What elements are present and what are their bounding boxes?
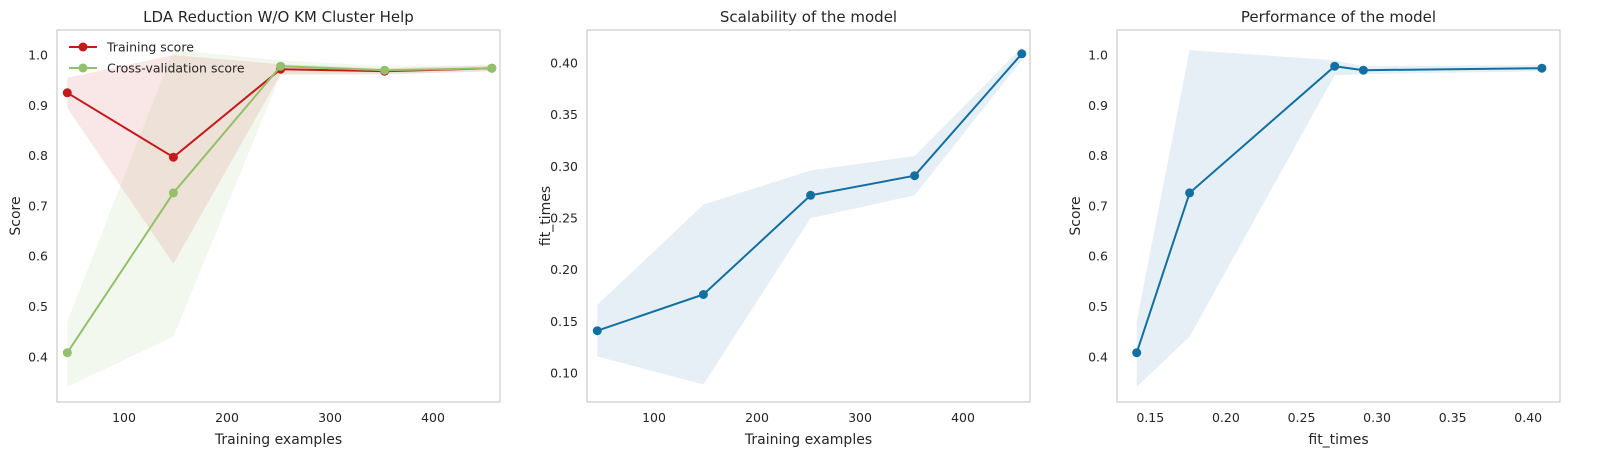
chart-title: Performance of the model: [1241, 8, 1436, 26]
data-point: [592, 326, 602, 336]
y-axis-label: Score: [8, 196, 24, 235]
y-tick-label: 0.7: [28, 198, 48, 213]
x-axis-label: Training examples: [214, 432, 342, 448]
x-tick-label: 100: [112, 410, 136, 425]
x-tick-label: 0.35: [1439, 410, 1467, 425]
axes-frame: [586, 29, 1031, 403]
data-point: [276, 61, 286, 71]
y-tick-label: 0.5: [1088, 299, 1108, 314]
plot-area: [1117, 30, 1560, 402]
data-point: [1537, 63, 1547, 73]
x-tick-label: 0.25: [1288, 410, 1316, 425]
axes-frame: [1116, 29, 1561, 403]
y-tick-label: 0.9: [1088, 98, 1108, 113]
data-point: [698, 290, 708, 299]
legend-label: Training score: [106, 40, 194, 55]
y-tick-label: 0.20: [550, 262, 578, 277]
data-point: [1330, 61, 1340, 71]
data-point: [1185, 188, 1195, 198]
confidence-band-1: [1136, 50, 1542, 387]
x-tick-label: 300: [318, 410, 342, 425]
legend: Training score Cross-validation score: [69, 40, 245, 76]
plot-content: [1132, 50, 1547, 387]
data-point: [168, 152, 178, 162]
y-tick-label: 1.0: [1088, 48, 1108, 63]
data-point: [62, 348, 72, 358]
y-tick-label: 0.8: [1088, 148, 1108, 163]
data-point: [62, 88, 72, 98]
x-tick-label: 0.40: [1514, 410, 1542, 425]
y-tick-label: 0.4: [1088, 349, 1108, 364]
data-point: [1017, 49, 1027, 59]
plot-content: [62, 50, 497, 387]
x-tick-label: 200: [745, 410, 769, 425]
y-tick-label: 0.8: [28, 148, 48, 163]
x-tick-label: 200: [215, 410, 239, 425]
y-tick-label: 0.6: [28, 249, 48, 264]
data-point: [1132, 348, 1142, 358]
x-tick-label: 300: [848, 410, 872, 425]
chart-panel-2: 100 200 300 400 0.10 0.15 0.20 0.25 0.30 0.35 0.40…: [538, 8, 1031, 448]
y-tick-label: 0.10: [550, 366, 578, 381]
legend-marker: [78, 63, 88, 73]
y-tick-label: 0.4: [28, 349, 48, 364]
legend-label: Cross-validation score: [107, 61, 245, 76]
legend-marker: [78, 42, 88, 52]
confidence-band-1: [597, 47, 1022, 385]
data-point: [168, 188, 178, 198]
y-tick-label: 0.5: [28, 299, 48, 314]
plot-content: [592, 47, 1027, 385]
data-point: [1358, 65, 1368, 75]
y-tick-label: 0.30: [550, 159, 578, 174]
chart-title: LDA Reduction W/O KM Cluster Help: [143, 8, 414, 26]
y-axis-label: Score: [1068, 196, 1084, 235]
x-axis-label: fit_times: [1308, 432, 1368, 448]
chart-panel-1: 100 200 300 400 0.4 0.5 0.6 0.7 0.8 0.9 1.0 LDA Red…: [8, 8, 501, 448]
axes-frame: [56, 29, 501, 403]
y-tick-label: 0.7: [1088, 198, 1108, 213]
plot-area: [57, 30, 500, 402]
x-axis-label: Training examples: [744, 432, 872, 448]
y-tick-label: 1.0: [28, 48, 48, 63]
y-tick-label: 0.35: [550, 107, 578, 122]
y-tick-label: 0.40: [550, 56, 578, 71]
y-axis-label: fit_times: [538, 186, 554, 246]
chart-panel-3: 0.15 0.20 0.25 0.30 0.35 0.40 0.4 0.5 0.6 0.7 0.8 0…: [1068, 8, 1561, 448]
data-point: [910, 171, 920, 181]
plot-area: [587, 30, 1030, 402]
chart-title: Scalability of the model: [720, 8, 897, 26]
y-tick-label: 0.25: [550, 211, 578, 226]
confidence-band-2: [67, 50, 492, 387]
y-tick-label: 0.15: [550, 314, 578, 329]
data-point: [487, 63, 497, 73]
x-tick-label: 100: [642, 410, 666, 425]
y-tick-label: 0.9: [28, 98, 48, 113]
x-tick-label: 400: [421, 410, 445, 425]
x-tick-label: 400: [951, 410, 975, 425]
data-point: [806, 190, 816, 200]
x-tick-label: 0.15: [1136, 410, 1164, 425]
x-tick-label: 0.30: [1363, 410, 1391, 425]
y-tick-label: 0.6: [1088, 249, 1108, 264]
confidence-band-1: [67, 55, 492, 264]
x-tick-label: 0.20: [1212, 410, 1240, 425]
data-point: [380, 65, 390, 75]
